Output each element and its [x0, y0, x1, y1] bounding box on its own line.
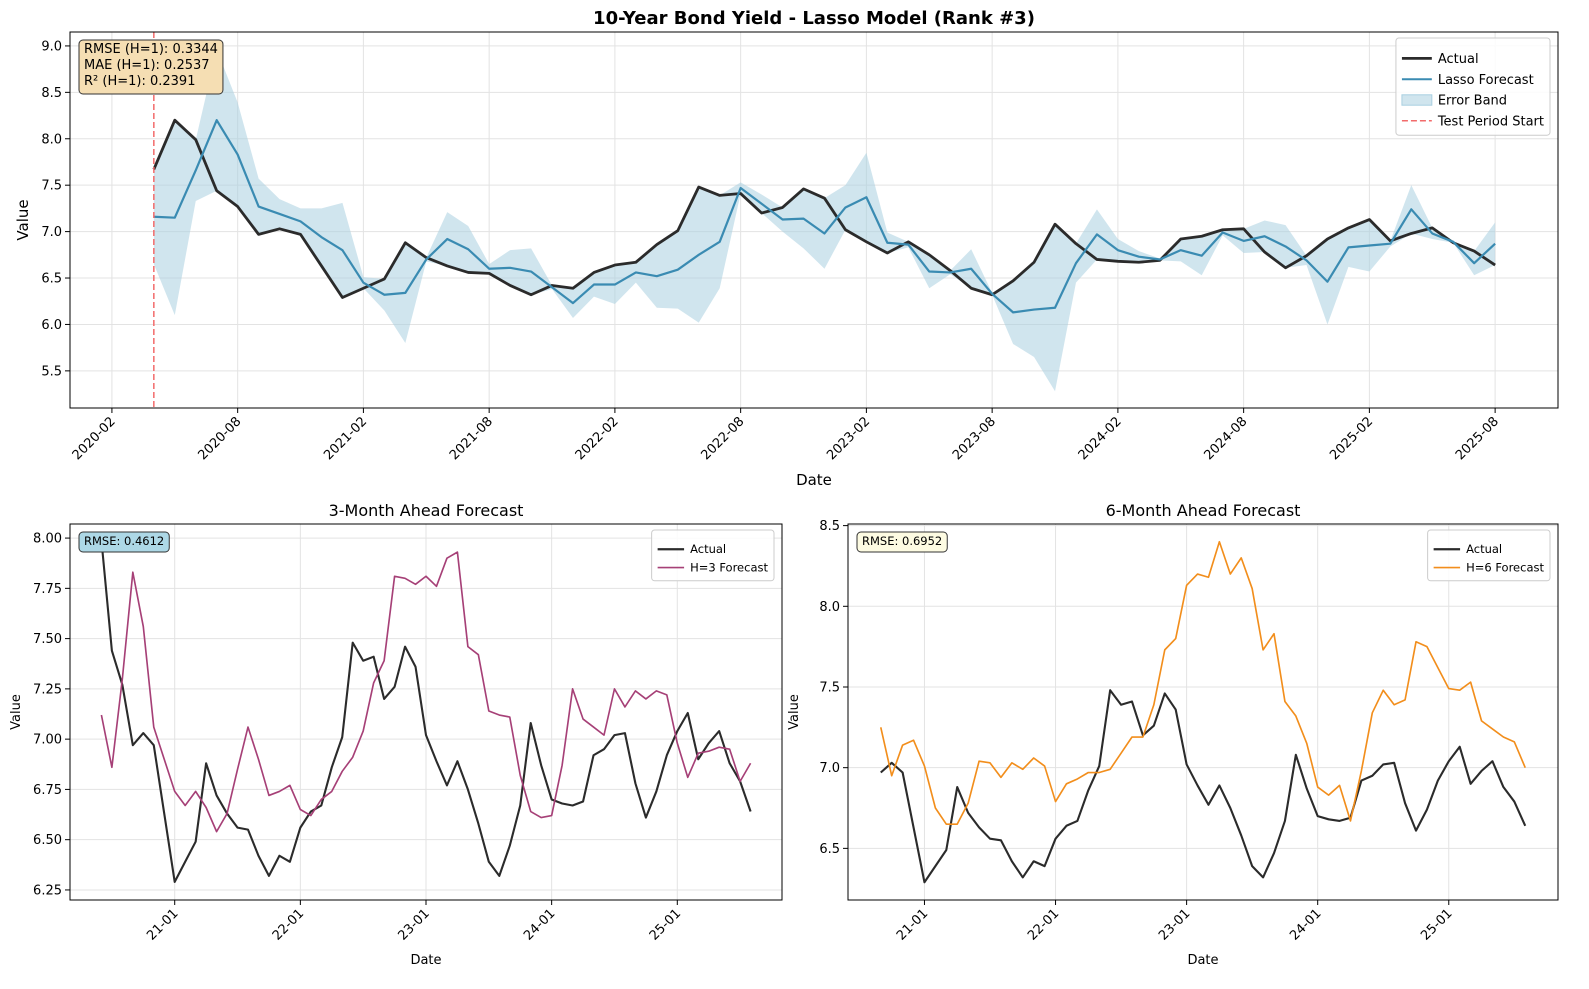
x-tick-label: 2021-08	[447, 414, 496, 463]
x-tick-label: 2022-02	[573, 414, 622, 463]
x-tick-label: 2021-02	[321, 414, 370, 463]
y-tick-label: 6.5	[819, 842, 840, 857]
x-tick-label: 22-01	[1025, 906, 1062, 943]
legend-label: H=6 Forecast	[1466, 561, 1544, 575]
chart-title: 10-Year Bond Yield - Lasso Model (Rank #…	[593, 8, 1035, 29]
y-tick-label: 7.5	[41, 179, 62, 194]
y-tick-label: 8.0	[41, 132, 62, 147]
legend: Actual H=6 Forecast	[1427, 529, 1551, 582]
plot-area	[152, 32, 1496, 408]
annotation-box	[78, 39, 224, 95]
x-axis-label: Date	[1187, 953, 1218, 968]
legend-label: Actual	[1466, 542, 1502, 556]
series-line	[100, 551, 752, 833]
subplot: 10-Year Bond Yield - Lasso Model (Rank #…	[14, 8, 1559, 489]
y-tick-label: 7.5	[819, 680, 840, 695]
legend: Actual Lasso Forecast Error Band Test Perio…	[1395, 37, 1551, 136]
y-tick-label: 7.50	[33, 632, 62, 647]
x-tick-label: 22-01	[270, 906, 307, 943]
x-axis-label: Date	[796, 471, 832, 489]
x-tick-label: 2022-08	[698, 414, 747, 463]
y-tick-label: 8.00	[33, 532, 62, 547]
x-tick-label: 2023-02	[824, 414, 873, 463]
x-tick-label: 2025-02	[1327, 414, 1376, 463]
annotation: RMSE: 0.6952	[856, 531, 948, 553]
axes-frame	[69, 31, 1559, 409]
y-tick-label: 8.5	[819, 519, 840, 534]
y-tick-label: 7.00	[33, 733, 62, 748]
annotation-text: R² (H=1): 0.2391	[84, 74, 195, 89]
annotation-box	[78, 531, 170, 553]
subplot: 3-Month Ahead Forecast Date Value 6.25 6.50 6…	[9, 501, 783, 968]
x-tick-label: 2025-08	[1453, 414, 1502, 463]
annotation-box	[856, 531, 948, 553]
legend-label: H=3 Forecast	[690, 561, 768, 575]
x-tick-label: 25-01	[647, 906, 684, 943]
x-tick-label: 23-01	[396, 906, 433, 943]
series-line	[152, 118, 1496, 299]
chart-title: 6-Month Ahead Forecast	[1106, 501, 1301, 520]
y-tick-label: 6.5	[41, 272, 62, 287]
axes-frame	[847, 523, 1559, 901]
x-tick-label: 21-01	[894, 906, 931, 943]
x-axis-label: Date	[410, 953, 441, 968]
legend-label: Test Period Start	[1437, 114, 1544, 129]
annotation-text: RMSE: 0.4612	[84, 534, 164, 548]
y-tick-label: 7.0	[41, 225, 62, 240]
y-tick-label: 6.75	[33, 783, 62, 798]
series-line	[100, 539, 752, 883]
legend-box	[1395, 37, 1551, 136]
y-axis-label: Value	[9, 694, 24, 730]
y-tick-label: 5.5	[41, 364, 62, 379]
y-axis-label: Value	[14, 199, 32, 240]
legend-label: Actual	[1438, 52, 1479, 67]
x-tick-label: 2024-02	[1076, 414, 1125, 463]
legend-swatch	[1401, 94, 1433, 106]
annotation: RMSE: 0.4612	[78, 531, 170, 553]
x-tick-label: 2020-02	[70, 414, 119, 463]
x-tick-label: 24-01	[1287, 906, 1324, 943]
x-tick-label: 2020-08	[195, 414, 244, 463]
y-tick-label: 8.0	[819, 600, 840, 615]
x-tick-label: 24-01	[521, 906, 558, 943]
series-line	[879, 540, 1526, 825]
y-tick-label: 7.0	[819, 761, 840, 776]
y-tick-label: 6.0	[41, 318, 62, 333]
annotation-text: RMSE: 0.6952	[862, 534, 942, 548]
annotation-text: RMSE (H=1): 0.3344	[84, 42, 218, 57]
legend-label: Error Band	[1438, 94, 1507, 109]
x-tick-label: 2023-08	[950, 414, 999, 463]
x-tick-label: 2024-08	[1201, 414, 1250, 463]
y-tick-label: 6.25	[33, 883, 62, 898]
legend-label: Actual	[690, 542, 726, 556]
x-tick-label: 23-01	[1156, 906, 1193, 943]
chart-title: 3-Month Ahead Forecast	[329, 501, 524, 520]
error-band	[153, 49, 1496, 392]
y-tick-label: 7.75	[33, 582, 62, 597]
series-line	[880, 689, 1527, 884]
y-tick-label: 7.25	[33, 682, 62, 697]
y-axis-label: Value	[787, 694, 802, 730]
legend: Actual H=3 Forecast	[651, 529, 775, 582]
legend-label: Lasso Forecast	[1438, 73, 1534, 88]
annotation-text: MAE (H=1): 0.2537	[84, 58, 210, 73]
series-line	[153, 119, 1496, 314]
subplot: 6-Month Ahead Forecast Date Value 6.5 7.0 7.5…	[787, 501, 1559, 968]
x-tick-label: 25-01	[1418, 906, 1455, 943]
plot-area	[100, 539, 752, 883]
y-tick-label: 6.50	[33, 833, 62, 848]
x-tick-label: 21-01	[144, 906, 181, 943]
y-tick-label: 8.5	[41, 86, 62, 101]
plot-area	[879, 540, 1527, 884]
y-tick-label: 9.0	[41, 39, 62, 54]
axes-frame	[69, 523, 783, 901]
